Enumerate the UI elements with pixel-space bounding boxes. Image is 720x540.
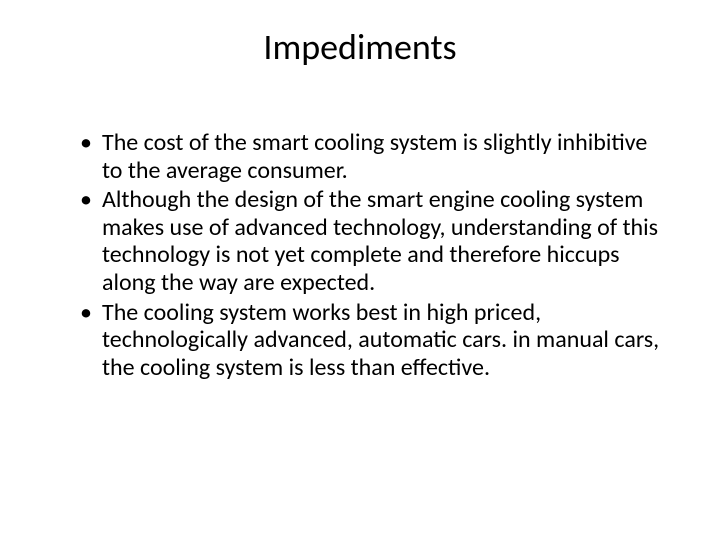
list-item: The cooling system works best in high pr…: [80, 299, 660, 382]
list-item: Although the design of the smart engine …: [80, 186, 660, 296]
slide-container: Impediments The cost of the smart coolin…: [0, 0, 720, 540]
list-item: The cost of the smart cooling system is …: [80, 129, 660, 184]
slide-title: Impediments: [60, 25, 660, 69]
bullet-list: The cost of the smart cooling system is …: [60, 129, 660, 381]
